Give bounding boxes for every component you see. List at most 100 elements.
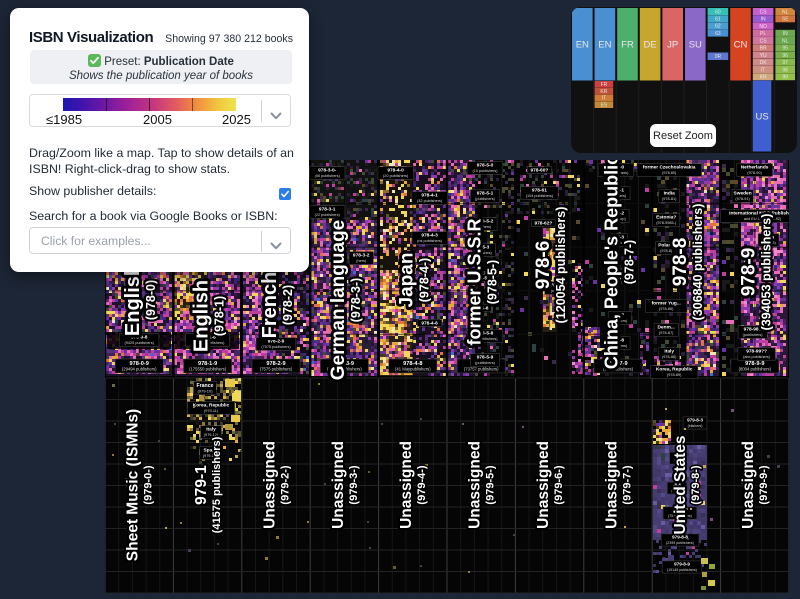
svg-text:978-3-9: 978-3-9 bbox=[335, 361, 354, 367]
svg-text:978-4-8: 978-4-8 bbox=[403, 361, 422, 367]
svg-text:IT: IT bbox=[602, 96, 606, 102]
svg-text:(979-7-): (979-7-) bbox=[621, 465, 633, 504]
svg-text:Netherlands: Netherlands bbox=[741, 165, 769, 171]
svg-text:India: India bbox=[763, 235, 775, 241]
svg-text:English: English bbox=[191, 280, 213, 352]
svg-text:EN: EN bbox=[576, 40, 589, 51]
svg-text:KR: KR bbox=[760, 75, 767, 81]
svg-text:(978-2): (978-2) bbox=[281, 285, 295, 325]
svg-text:French: French bbox=[259, 272, 281, 339]
svg-text:DE: DE bbox=[643, 40, 656, 51]
svg-text:(nnB): (nnB) bbox=[551, 289, 561, 293]
svg-text:ES: ES bbox=[601, 103, 608, 109]
svg-text:978-5-8: 978-5-8 bbox=[477, 331, 494, 337]
svg-text:978-62?: 978-62? bbox=[534, 221, 552, 227]
svg-text:(978-89): (978-89) bbox=[667, 373, 682, 377]
svg-text:(8004 publishers): (8004 publishers) bbox=[739, 367, 772, 372]
svg-text:(175550 publishers): (175550 publishers) bbox=[189, 367, 227, 372]
svg-text:(978-86): (978-86) bbox=[659, 307, 674, 311]
svg-text:978-8: 978-8 bbox=[670, 238, 691, 287]
svg-text:61: 61 bbox=[715, 17, 721, 23]
svg-text:(ishers): (ishers) bbox=[613, 194, 626, 198]
svg-text:(120753 publishers): (120753 publishers) bbox=[191, 341, 225, 345]
svg-text:Korea, Republic: Korea, Republic bbox=[193, 403, 230, 409]
svg-text:former Yug...: former Yug... bbox=[652, 301, 681, 307]
svg-text:(978-91): (978-91) bbox=[735, 197, 750, 201]
svg-text:(978-5-): (978-5-) bbox=[486, 260, 500, 304]
svg-text:NO: NO bbox=[759, 24, 767, 30]
svg-text:(978-1): (978-1) bbox=[213, 296, 227, 336]
svg-text:979-1: 979-1 bbox=[193, 465, 210, 505]
svg-text:95: 95 bbox=[782, 46, 788, 52]
svg-text:(blishers): (blishers) bbox=[688, 424, 703, 428]
svg-text:(978-0): (978-0) bbox=[144, 280, 158, 320]
svg-text:(ishers): (ishers) bbox=[479, 225, 492, 229]
svg-text:BR: BR bbox=[760, 46, 767, 52]
svg-text:(979-3-): (979-3-) bbox=[348, 465, 360, 504]
svg-text:(ns publishers): (ns publishers) bbox=[417, 239, 443, 243]
svg-text:(979-5-): (979-5-) bbox=[485, 465, 497, 504]
svg-text:(2399 publishers): (2399 publishers) bbox=[666, 541, 694, 545]
svg-text:(979-9-): (979-9-) bbox=[758, 465, 770, 504]
svg-text:978-3-0-: 978-3-0- bbox=[318, 168, 337, 174]
svg-text:EN: EN bbox=[598, 40, 611, 51]
svg-text:(41 Maypublishers): (41 Maypublishers) bbox=[395, 367, 431, 372]
svg-text:979-8-3: 979-8-3 bbox=[687, 418, 703, 423]
svg-text:India: India bbox=[664, 191, 676, 197]
svg-text:CS: CS bbox=[760, 9, 768, 15]
svg-text:(41575 publishers): (41575 publishers) bbox=[211, 436, 223, 533]
svg-text:(306840 publishers): (306840 publishers) bbox=[691, 204, 705, 321]
svg-text:5-6: 5-6 bbox=[482, 306, 489, 312]
svg-text:FR: FR bbox=[601, 82, 608, 88]
svg-text:978-5-9: 978-5-9 bbox=[477, 355, 494, 361]
svg-text:(13899 publishers): (13899 publishers) bbox=[327, 367, 362, 372]
svg-text:(979-12): (979-12) bbox=[204, 433, 219, 437]
svg-text:978-4-0: 978-4-0 bbox=[387, 168, 404, 174]
svg-text:978-9: 978-9 bbox=[738, 248, 759, 297]
svg-text:(979-2-): (979-2-) bbox=[279, 465, 291, 504]
svg-text:IN: IN bbox=[761, 17, 766, 23]
svg-text:IN: IN bbox=[783, 31, 788, 37]
svg-text:(978-90): (978-90) bbox=[747, 171, 762, 175]
svg-text:(20 publishers): (20 publishers) bbox=[383, 174, 409, 178]
svg-text:(978-4-): (978-4-) bbox=[417, 258, 431, 302]
svg-text:(979-8-): (979-8-) bbox=[690, 465, 702, 504]
svg-text:(29494 publishers): (29494 publishers) bbox=[122, 367, 157, 372]
svg-text:-7-5: -7-5 bbox=[613, 276, 622, 282]
svg-text:(978-81): (978-81) bbox=[662, 197, 677, 201]
svg-text:(979-4-): (979-4-) bbox=[416, 465, 428, 504]
svg-text:and EU Orgs (978-92): and EU Orgs (978-92) bbox=[744, 217, 782, 221]
svg-text:978-3-1: 978-3-1 bbox=[319, 207, 336, 213]
svg-text:Unassigned: Unassigned bbox=[467, 441, 484, 529]
svg-text:(979-0-): (979-0-) bbox=[143, 465, 155, 504]
svg-text:(73757 publishers): (73757 publishers) bbox=[464, 367, 499, 372]
svg-text:KR: KR bbox=[600, 89, 607, 95]
svg-text:978-7-0: 978-7-0 bbox=[608, 165, 625, 171]
svg-text:(75 publishers): (75 publishers) bbox=[668, 514, 692, 518]
svg-text:Unassigned: Unassigned bbox=[535, 441, 552, 529]
svg-text:Denm...: Denm... bbox=[658, 325, 675, 331]
svg-text:(32 publishers): (32 publishers) bbox=[417, 199, 443, 203]
svg-text:978-1-8: 978-1-8 bbox=[199, 335, 216, 341]
svg-text:(44 publishers): (44 publishers) bbox=[603, 171, 629, 175]
svg-text:Unassigned: Unassigned bbox=[261, 441, 278, 529]
svg-text:(979-6-): (979-6-) bbox=[553, 465, 565, 504]
svg-text:(978-9985-): (978-9985-) bbox=[656, 221, 677, 225]
svg-text:Spain: Spain bbox=[203, 448, 216, 454]
svg-text:(hers): (hers) bbox=[356, 259, 367, 263]
svg-text:(979-10): (979-10) bbox=[197, 388, 213, 393]
svg-text:(19145 publishers): (19145 publishers) bbox=[667, 568, 697, 572]
svg-text:(978-8): (978-8) bbox=[660, 249, 673, 253]
svg-text:978-5-1: 978-5-1 bbox=[477, 191, 494, 197]
svg-text:German language: German language bbox=[328, 220, 349, 381]
svg-text:Korea, Republic: Korea, Republic bbox=[656, 367, 693, 373]
svg-text:979-8-7: 979-8-7 bbox=[672, 508, 688, 513]
svg-text:Unassigned: Unassigned bbox=[330, 441, 347, 529]
svg-text:(56 publishers): (56 publishers) bbox=[315, 174, 341, 178]
svg-text:France: France bbox=[196, 383, 213, 389]
svg-text:Unassigned: Unassigned bbox=[603, 441, 620, 529]
svg-text:-7-2: -7-2 bbox=[616, 211, 625, 217]
svg-text:(22 publishers): (22 publishers) bbox=[315, 213, 341, 217]
svg-text:978-9-9: 978-9-9 bbox=[745, 361, 764, 367]
svg-text:(bidems): (bidems) bbox=[612, 344, 628, 348]
